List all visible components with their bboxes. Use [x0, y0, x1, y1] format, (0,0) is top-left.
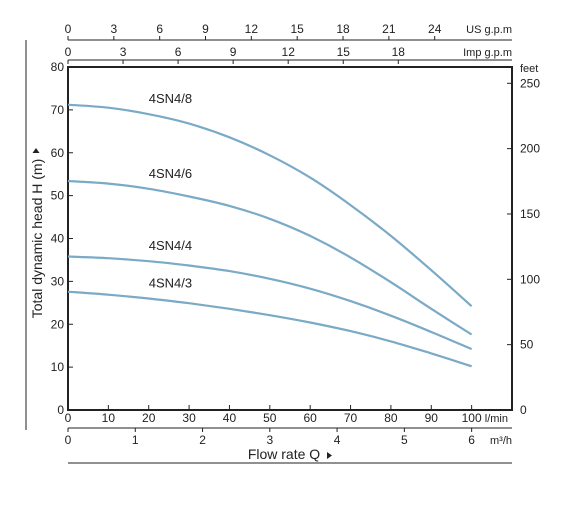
- us-gpm-tick-label: 12: [245, 22, 259, 36]
- imp-gpm-tick-label: 15: [337, 45, 351, 59]
- feet-tick-label: 200: [520, 142, 540, 156]
- x-tick-label: 50: [263, 411, 277, 425]
- x-tick-label: 90: [425, 411, 439, 425]
- feet-tick-label: 250: [520, 76, 540, 90]
- m3h-unit-label: m³/h: [490, 435, 512, 447]
- x-axis-arrow: [327, 452, 332, 459]
- y-axis-label: Total dynamic head H (m): [29, 159, 45, 319]
- us-gpm-unit-label: US g.p.m: [466, 24, 512, 36]
- series-line-4SN4-8: [67, 103, 473, 308]
- x-tick-label: 60: [304, 411, 318, 425]
- imp-gpm-tick-label: 0: [65, 45, 72, 59]
- x-tick-label: 70: [344, 411, 358, 425]
- x-tick-label: 0: [65, 411, 72, 425]
- m3h-tick-label: 4: [334, 433, 341, 447]
- m3h-tick-label: 1: [132, 433, 139, 447]
- series-line-4SN4-4: [67, 255, 473, 351]
- imp-gpm-unit-label: Imp g.p.m: [463, 47, 512, 59]
- imp-gpm-tick-label: 18: [392, 45, 406, 59]
- feet-tick-label: 0: [520, 403, 527, 417]
- x-tick-label: 20: [142, 411, 156, 425]
- m3h-tick-label: 3: [266, 433, 273, 447]
- x-unit-label: l/min: [485, 413, 508, 425]
- imp-gpm-tick-label: 6: [175, 45, 182, 59]
- y-tick-label: 0: [57, 403, 64, 417]
- x-tick-label: 10: [102, 411, 116, 425]
- m3h-tick-label: 5: [401, 433, 408, 447]
- series-label: 4SN4/6: [149, 166, 192, 181]
- y-axis-arrow: [32, 148, 40, 153]
- imp-gpm-tick-label: 9: [230, 45, 237, 59]
- series-label: 4SN4/4: [149, 238, 192, 253]
- y-tick-label: 50: [51, 189, 65, 203]
- us-gpm-tick-label: 24: [428, 22, 442, 36]
- x-tick-label: 100: [462, 411, 482, 425]
- y-tick-label: 20: [51, 317, 65, 331]
- us-gpm-tick-label: 3: [110, 22, 117, 36]
- us-gpm-tick-label: 9: [202, 22, 209, 36]
- y-tick-label: 10: [51, 360, 65, 374]
- us-gpm-tick-label: 18: [336, 22, 350, 36]
- us-gpm-tick-label: 21: [382, 22, 396, 36]
- imp-gpm-tick-label: 3: [120, 45, 127, 59]
- series-line-4SN4-6: [67, 179, 473, 336]
- x-axis-label: Flow rate Q: [248, 446, 320, 462]
- feet-tick-label: 100: [520, 272, 540, 286]
- us-gpm-tick-label: 15: [291, 22, 305, 36]
- m3h-tick-label: 0: [65, 433, 72, 447]
- x-tick-label: 40: [223, 411, 237, 425]
- series-label: 4SN4/3: [149, 276, 192, 291]
- feet-unit-label: feet: [520, 63, 538, 75]
- m3h-tick-label: 6: [468, 433, 475, 447]
- imp-gpm-tick-label: 12: [282, 45, 296, 59]
- y-tick-label: 40: [51, 232, 65, 246]
- us-gpm-tick-label: 0: [65, 22, 72, 36]
- series-label: 4SN4/8: [149, 91, 192, 106]
- us-gpm-tick-label: 6: [156, 22, 163, 36]
- series-line-4SN4-3: [67, 290, 472, 368]
- y-tick-label: 30: [51, 274, 65, 288]
- y-tick-label: 60: [51, 146, 65, 160]
- x-tick-label: 30: [182, 411, 196, 425]
- feet-tick-label: 50: [520, 338, 534, 352]
- y-tick-label: 80: [51, 60, 65, 74]
- x-tick-label: 80: [384, 411, 398, 425]
- m3h-tick-label: 2: [199, 433, 206, 447]
- y-tick-label: 70: [51, 103, 65, 117]
- feet-tick-label: 150: [520, 207, 540, 221]
